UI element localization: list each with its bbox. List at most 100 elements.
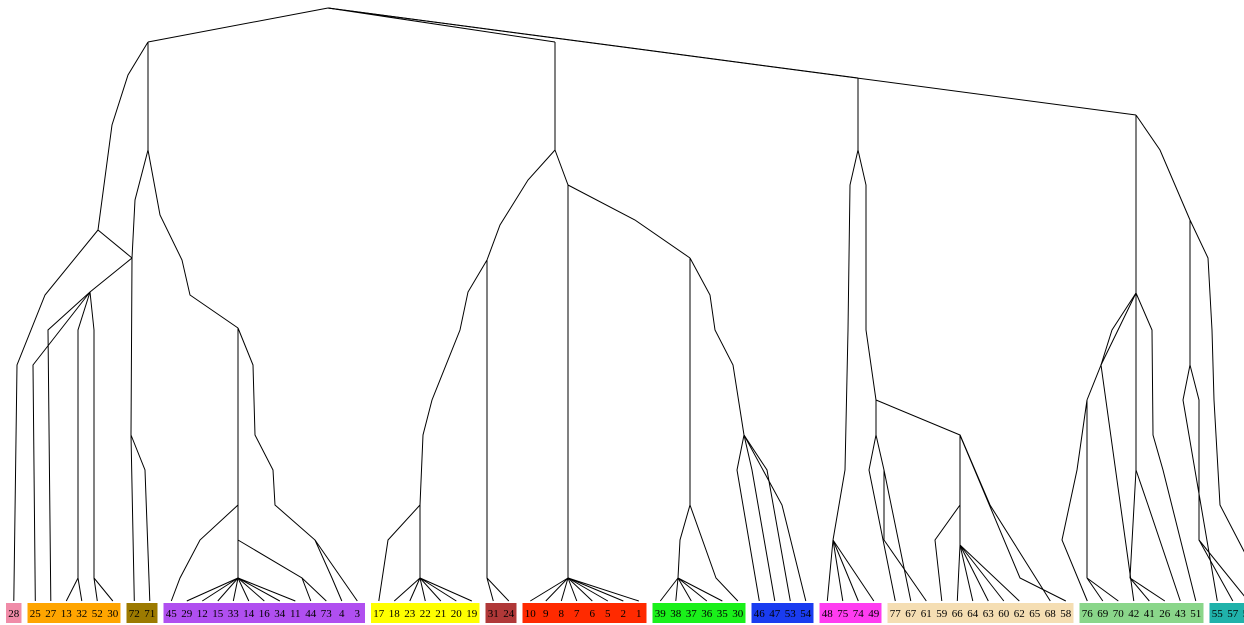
leaf-group-band [485,603,517,623]
tree-edge [409,577,421,602]
leaf-label: 39 [655,608,667,620]
tree-edge [743,434,807,602]
leaf-label: 32 [76,608,87,620]
leaf-group-band [522,603,647,623]
tree-edges [13,7,1244,602]
leaf-label: 45 [166,608,178,620]
tree-edge [97,229,133,259]
leaf-group-bands [6,603,1244,623]
leaf-label: 52 [92,608,103,620]
leaf-label: 25 [30,608,42,620]
tree-edge [419,577,457,602]
tree-edge [677,577,692,602]
tree-edge [959,544,1005,602]
leaf-group-band [6,603,22,623]
tree-edge [1086,577,1119,602]
leaf-label: 64 [967,608,979,620]
tree-edge [1189,364,1234,602]
leaf-labels: 28 25 27 13 32 52 30 72 71 45 29 12 15 33 14 16 34 11 44 73… [8,608,1244,620]
leaf-label: 76 [1082,608,1094,620]
leaf-label: 21 [435,608,446,620]
tree-edge [32,291,91,602]
tree-edge [1198,539,1244,597]
leaf-label: 58 [1060,608,1072,620]
leaf-label: 34 [274,608,286,620]
tree-edge [130,257,135,602]
leaf-label: 18 [389,608,401,620]
leaf-group-band [371,603,480,623]
leaf-label: 37 [686,608,698,620]
tree-edge [959,544,1020,602]
leaf-group-band [126,603,158,623]
tree-edge [956,544,961,602]
leaf-label: 30 [732,608,744,620]
leaf-label: 26 [1159,608,1171,620]
tree-edge [875,399,961,505]
tree-edge [677,258,691,579]
tree-edge [237,577,296,602]
leaf-label: 49 [868,608,880,620]
tree-edge [675,577,679,602]
leaf-label: 36 [701,608,713,620]
tree-edge [560,577,569,602]
tree-edge [677,577,708,602]
tree-edge [567,577,624,602]
tree-edge [832,149,859,541]
tree-edge [77,577,83,602]
tree-edge [545,577,569,602]
tree-edge [832,539,844,602]
leaf-label: 47 [769,608,781,620]
tree-edge [1135,292,1197,602]
leaf-label: 56 [1243,608,1244,620]
leaf-label: 65 [1029,608,1041,620]
leaf-group-band [163,603,365,623]
tree-edge [554,149,569,578]
tree-edge [1129,577,1166,602]
tree-edge [677,577,723,602]
tree-edge [237,327,343,602]
leaf-label: 14 [243,608,255,620]
tree-edge [567,184,691,259]
tree-edge [689,504,739,602]
tree-edge [1086,577,1104,602]
leaf-label: 16 [259,608,271,620]
tree-edge [567,577,578,602]
tree-edge [530,577,569,602]
leaf-label: 19 [466,608,478,620]
leaf-label: 73 [321,608,333,620]
leaf-label: 29 [181,608,193,620]
leaf-label: 35 [717,608,729,620]
leaf-label: 57 [1227,608,1239,620]
leaf-label: 23 [404,608,416,620]
leaf-group-band [27,603,121,623]
leaf-label: 11 [290,608,301,620]
tree-edge [89,291,95,578]
leaf-label: 41 [1144,608,1155,620]
leaf-label: 4 [339,608,345,620]
tree-edge [186,577,239,602]
leaf-group-band [1079,603,1204,623]
tree-edge [857,149,877,401]
leaf-label: 66 [952,608,964,620]
leaf-label: 75 [837,608,849,620]
leaf-group-band [751,603,814,623]
leaf-label: 70 [1113,608,1125,620]
leaf-label: 8 [559,608,565,620]
tree-edge [826,539,834,602]
leaf-label: 59 [936,608,948,620]
tree-edge [147,7,329,43]
tree-edge [1129,293,1137,579]
tree-edge [736,434,760,602]
leaf-label: 12 [197,608,208,620]
leaf-label: 42 [1128,608,1139,620]
leaf-label: 15 [212,608,224,620]
leaf-label: 63 [983,608,995,620]
leaf-label: 46 [754,608,766,620]
tree-edge [934,504,961,602]
tree-edge [1135,469,1181,602]
leaf-label: 5 [605,608,611,620]
leaf-label: 27 [45,608,57,620]
tree-edge [93,577,98,602]
leaf-label: 55 [1212,608,1224,620]
leaf-label: 33 [228,608,240,620]
